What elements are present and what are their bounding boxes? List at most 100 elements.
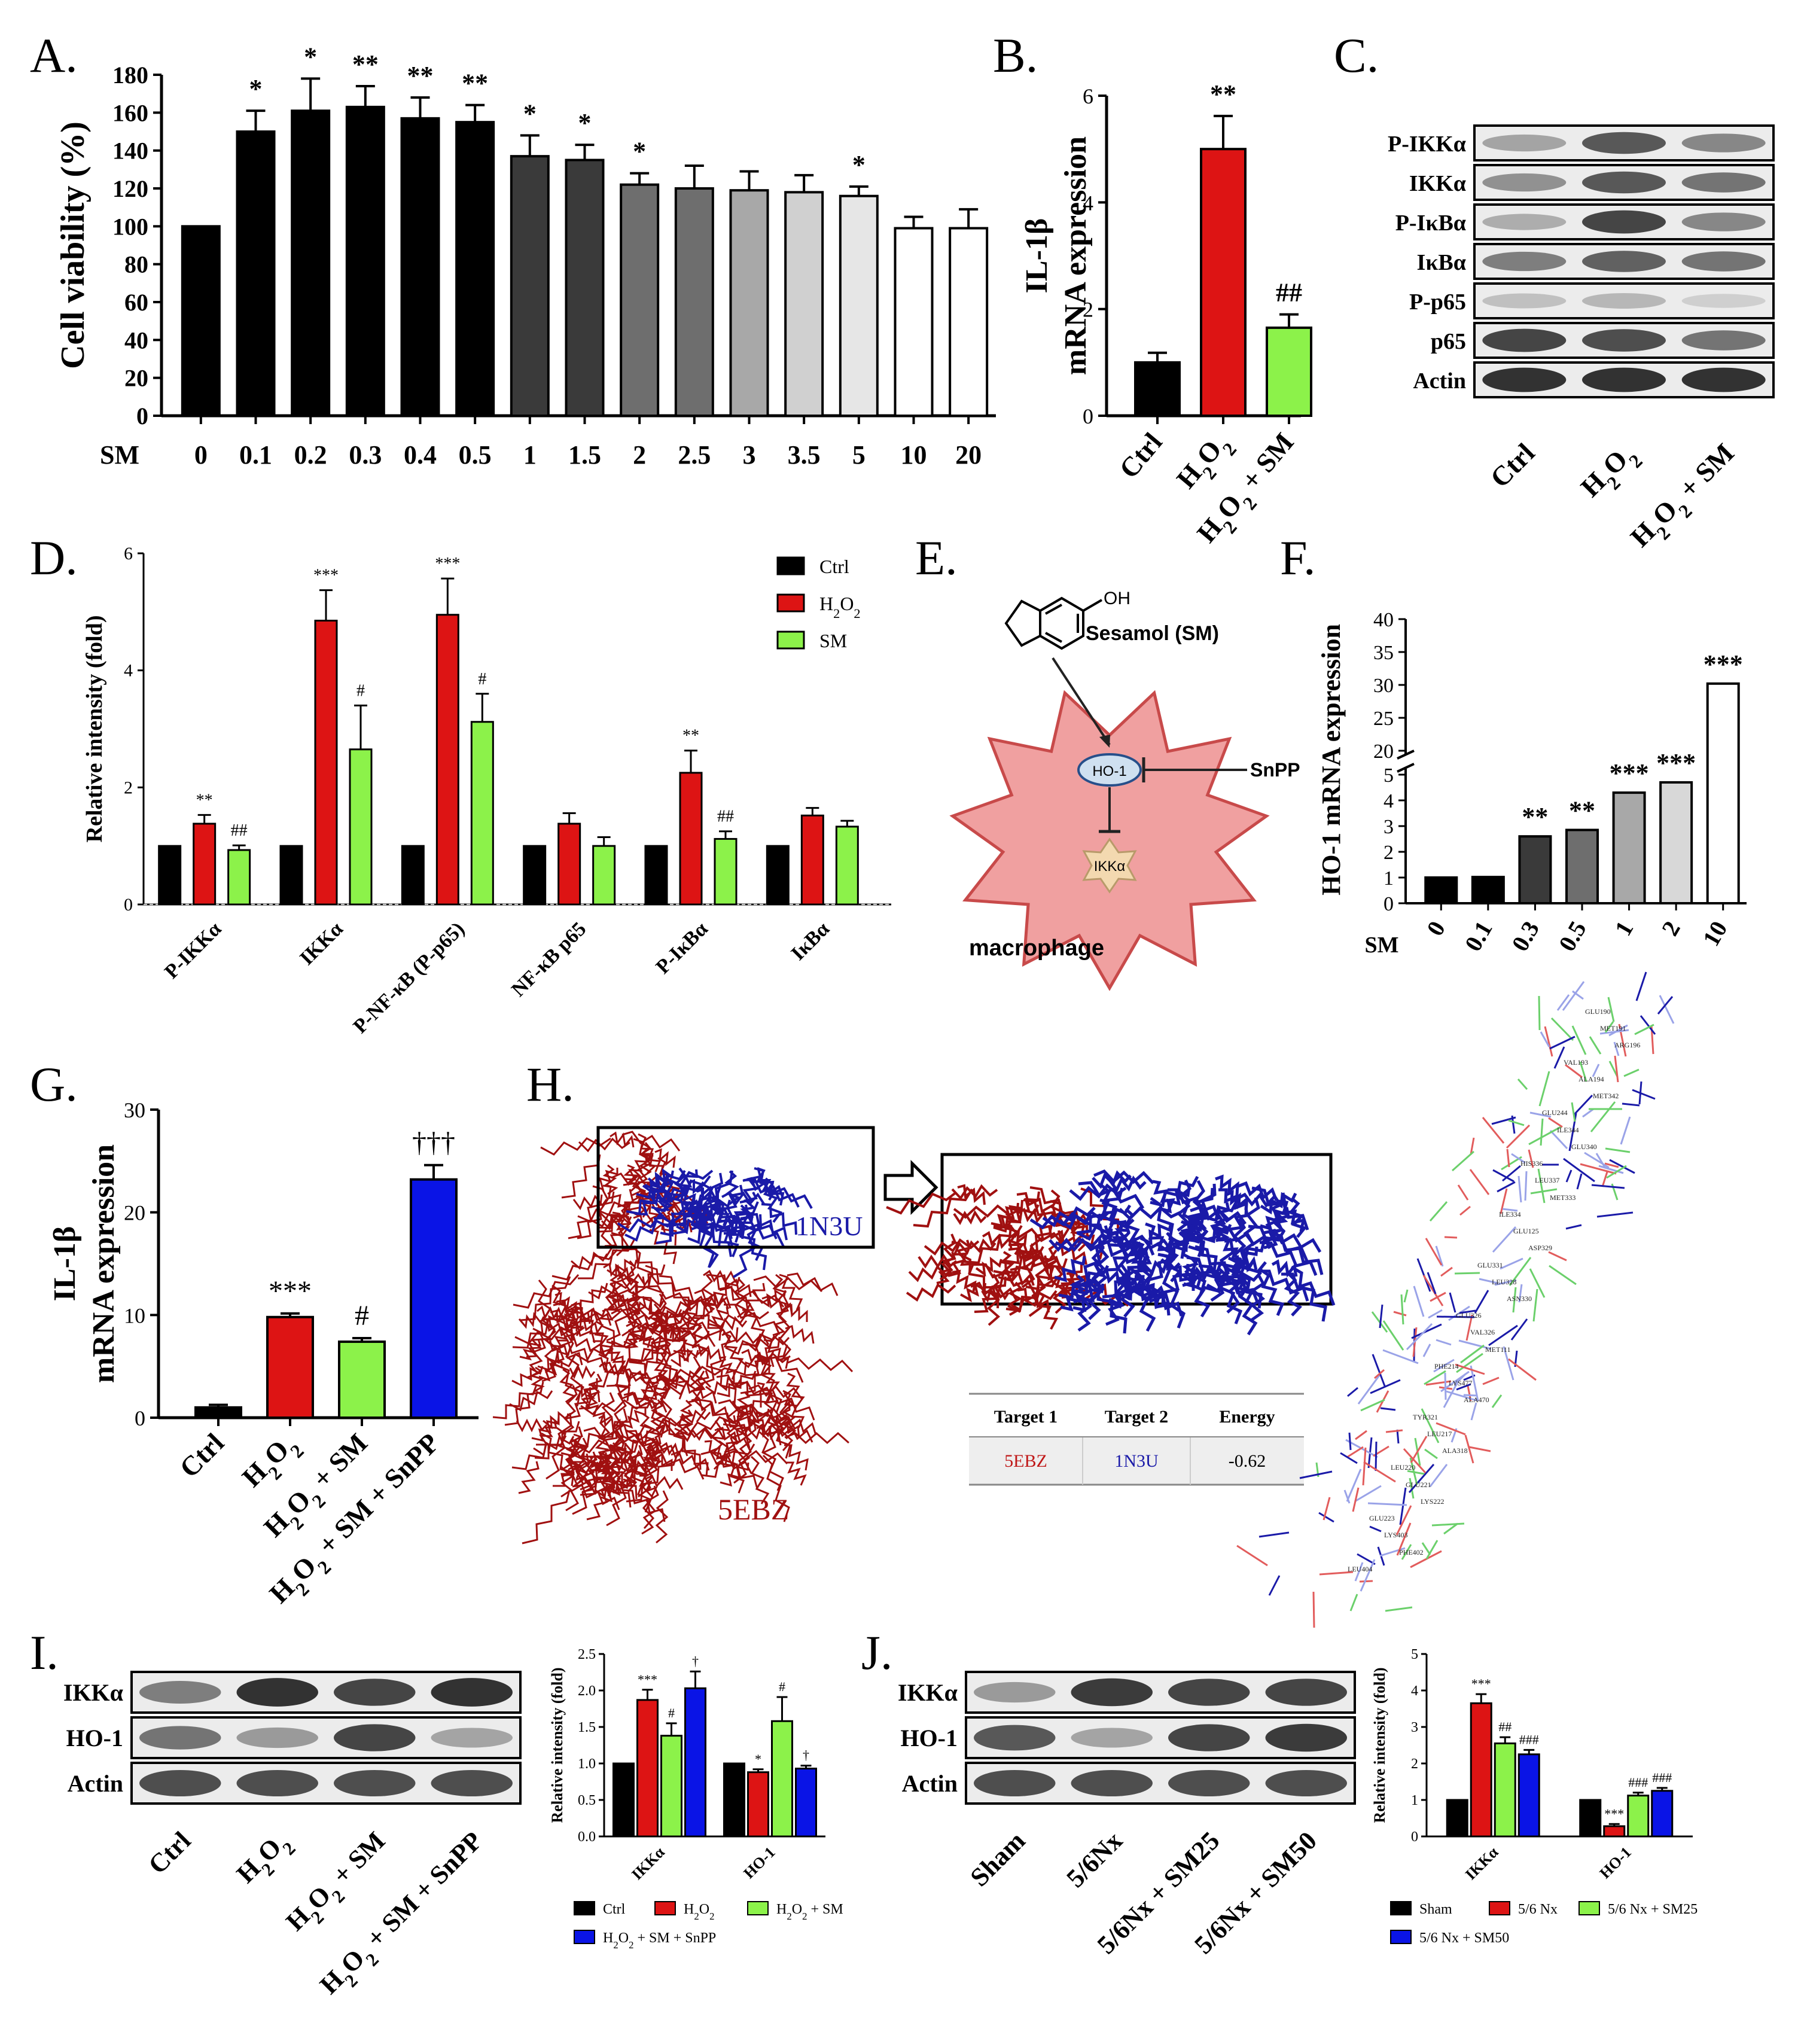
significance-mark: ** <box>682 727 699 745</box>
protein-strand <box>526 1339 546 1379</box>
bar <box>1612 791 1646 904</box>
residue-bond <box>1340 1452 1358 1464</box>
blot-band <box>1168 1679 1250 1706</box>
sesamol-structure <box>1004 596 1103 650</box>
y-tick-label: 160 <box>112 99 148 126</box>
x-tick-label: 10 <box>901 440 927 470</box>
protein-strand <box>621 1489 666 1522</box>
bar <box>435 614 459 906</box>
residue-bond <box>1509 1257 1532 1286</box>
protein-strand <box>1238 1181 1278 1201</box>
panel-label-g: G. <box>30 1057 78 1111</box>
protein-strand <box>715 1207 778 1239</box>
blot-band <box>431 1769 513 1797</box>
residue-bond <box>1565 1224 1582 1230</box>
legend-label: H2O2 + SM <box>776 1902 843 1922</box>
docking-energy-table: Target 1 Target 2 Energy 5EBZ 1N3U -0.62 <box>969 1393 1304 1486</box>
y-axis-title-line1: IL-1β <box>48 1226 82 1302</box>
bar <box>949 227 989 417</box>
y-tick-label: 3 <box>1383 816 1394 838</box>
protein-strand <box>960 1282 986 1302</box>
residue-bond <box>1444 1236 1458 1239</box>
blot-lane-label: H2O2 <box>231 1826 300 1894</box>
protein-strand <box>756 1423 780 1440</box>
ho1-node <box>1077 753 1142 787</box>
y-tick-label: 1 <box>1383 867 1394 890</box>
protein-strand <box>993 1204 1040 1233</box>
protein-strand <box>651 1319 699 1355</box>
y-tick-label: 100 <box>112 213 148 240</box>
residue-bond <box>1409 1478 1415 1499</box>
protein-strand <box>606 1341 626 1372</box>
blot-band <box>974 1769 1056 1797</box>
residue-bond <box>1638 1081 1642 1105</box>
residue-bond <box>1544 1026 1553 1057</box>
residue-bond <box>1549 1129 1568 1150</box>
residue-bond <box>1562 981 1585 1011</box>
protein-strand <box>699 1327 739 1385</box>
residue-label: VAL193 <box>1564 1058 1588 1067</box>
protein-strand <box>601 1480 629 1503</box>
residue-bond <box>1573 1094 1593 1116</box>
y-tick-label: 6 <box>1083 84 1093 108</box>
residue-bond <box>1500 1188 1508 1214</box>
residue-bond <box>1510 1318 1528 1341</box>
residue-label: MET333 <box>1550 1193 1576 1202</box>
protein-strand <box>551 1284 574 1332</box>
residue-bond <box>1465 1314 1473 1341</box>
panel-label-a: A. <box>30 28 78 83</box>
residue-bond <box>1424 1448 1438 1460</box>
residue-bond <box>1422 1344 1431 1357</box>
residue-bond <box>1470 1365 1479 1402</box>
residue-bond <box>1538 1071 1550 1107</box>
significance-mark: * <box>523 99 537 128</box>
significance-mark: *** <box>638 1672 657 1687</box>
residue-bond <box>1429 1201 1448 1221</box>
residue-bond <box>1407 1470 1425 1475</box>
residue-bond <box>1506 1124 1531 1149</box>
protein-strand <box>1132 1269 1156 1332</box>
protein-strand <box>787 1357 854 1373</box>
residue-bond <box>1537 1168 1546 1204</box>
residue-bond <box>1492 1226 1517 1253</box>
y-axis-title: Relative intensity (fold) <box>82 616 107 843</box>
ikka-node <box>1082 837 1137 894</box>
protein-strand <box>1029 1211 1095 1230</box>
legend-swatch <box>574 1901 595 1915</box>
bar <box>1565 828 1599 904</box>
residue-bond <box>1556 994 1570 1011</box>
blot-band <box>1582 171 1666 194</box>
significance-mark: * <box>633 137 646 166</box>
protein-strand <box>751 1180 813 1209</box>
protein-strand <box>611 1211 630 1236</box>
legend-swatch <box>747 1901 769 1915</box>
protein-strand <box>511 1366 544 1387</box>
blot-lane-label: H2O2 <box>1575 437 1647 509</box>
protein-1n3u <box>617 1167 813 1278</box>
protein-strand <box>975 1256 1002 1277</box>
bar <box>1266 326 1312 417</box>
protein-strand <box>513 1274 580 1309</box>
significance-mark: † <box>692 1653 699 1668</box>
residue-bond <box>1322 1497 1331 1521</box>
residue-bond <box>1396 1522 1412 1556</box>
protein-strand <box>691 1343 722 1361</box>
protein-strand <box>1099 1198 1126 1234</box>
significance-mark: ** <box>352 50 379 79</box>
residue-bond <box>1518 1284 1523 1303</box>
residue-label: GLU125 <box>1513 1227 1539 1235</box>
protein-strand <box>683 1298 702 1335</box>
y-axis-title: Relative intensity (fold) <box>1371 1668 1388 1823</box>
residue-bond <box>1549 1035 1576 1050</box>
residue-bond <box>1346 1469 1362 1502</box>
y-tick-label: 180 <box>112 62 148 89</box>
residue-bond <box>1416 1258 1431 1292</box>
significance-mark: ## <box>231 821 248 840</box>
protein-strand <box>678 1302 691 1341</box>
y-tick-label: 0 <box>124 895 133 915</box>
protein-strand <box>602 1164 618 1195</box>
protein-strand <box>627 1321 653 1348</box>
protein-strand <box>673 1330 710 1356</box>
residue-bond <box>1482 1376 1500 1385</box>
